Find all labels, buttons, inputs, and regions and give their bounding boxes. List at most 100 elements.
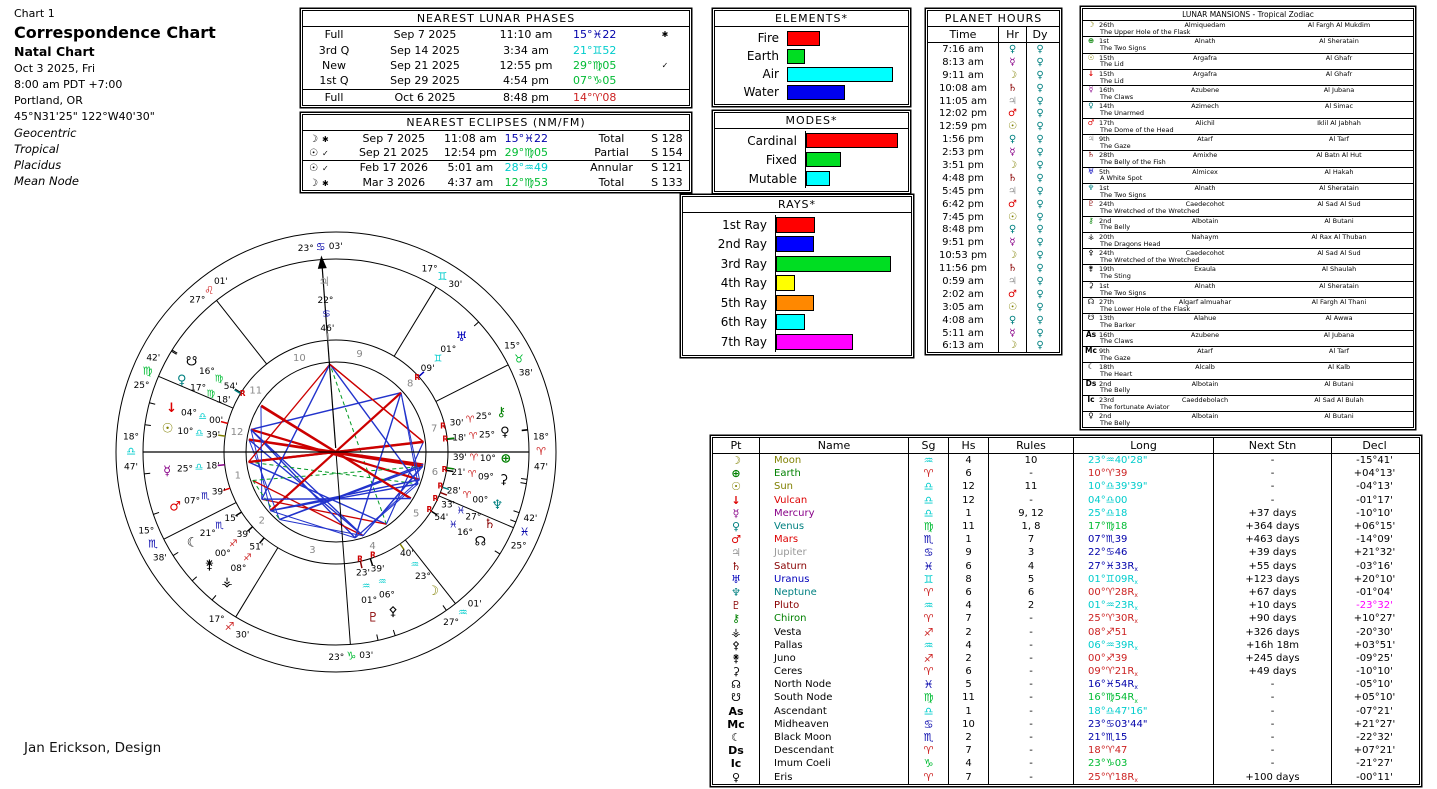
- pluto-icon: ♇: [731, 599, 741, 613]
- midheaven-icon: Mc: [727, 717, 745, 731]
- planet-minute: 00': [209, 416, 223, 426]
- eclipse-saros: S 128: [651, 131, 683, 145]
- virgo-icon: ♍: [207, 388, 216, 399]
- scorpio-icon: ♏: [148, 538, 158, 551]
- hour-time: 10:53 pm: [938, 250, 988, 262]
- planet-degree: 01°: [440, 345, 456, 355]
- planet-hour-row: 0:59 am ♃ ♀: [928, 275, 1059, 288]
- wheel-planet-black_moon: ☾: [187, 536, 199, 551]
- longitude-text: 22°♋46: [1088, 547, 1128, 559]
- sun-icon: ☉: [309, 148, 318, 160]
- north_node-icon: ☊: [1087, 298, 1095, 307]
- rules-value: 7: [988, 533, 1073, 547]
- venus-icon: ♀: [1026, 146, 1053, 160]
- cusp-minute: 38': [153, 553, 167, 563]
- aspect-line: [261, 498, 387, 525]
- planet-tick-outer: [521, 428, 528, 431]
- planet-name: Midheaven: [759, 717, 908, 731]
- mansion-line1: ☊ 27th Algarf almuahar Al Fargh Al Thani: [1083, 298, 1413, 307]
- aspect-line: [250, 429, 364, 537]
- planet-hour-row: 10:53 pm ☽ ♀: [928, 249, 1059, 263]
- vesta-icon: ⚶: [731, 625, 741, 639]
- scorpio-icon: ♏: [908, 730, 948, 745]
- moon-icon: ☽: [731, 454, 741, 468]
- planet-degree: 10°: [177, 427, 193, 437]
- next-station-value: +100 days: [1213, 770, 1331, 784]
- aquarius-icon: ♒: [411, 560, 420, 571]
- aspect-line: [400, 392, 421, 480]
- planet-minute: 54': [434, 513, 448, 523]
- aspect-line: [261, 497, 411, 500]
- bar-label: Air: [762, 67, 779, 81]
- chart-info: Chart 1 Correspondence Chart Natal Chart…: [14, 6, 294, 189]
- planet-name: Black Moon: [759, 730, 908, 745]
- planet-tick: [246, 526, 254, 532]
- eclipse-marker-icon: ✓: [321, 149, 329, 159]
- imum_coeli-icon: Ic: [1087, 395, 1095, 404]
- retrograde-icon: R: [1127, 666, 1135, 678]
- planet-tick: [220, 420, 228, 425]
- elements-chart: ELEMENTS* Fire Earth Air Water: [714, 10, 909, 105]
- pallas-icon: ⚴: [731, 638, 741, 652]
- declination-value: -04°13': [1331, 480, 1417, 494]
- planet-tick-outer: [171, 349, 178, 354]
- mansion-arabic-name: Al Sad Al Bulah: [1314, 395, 1364, 404]
- planet-degree: 16°: [457, 528, 473, 538]
- mansion-row: ⚳ 1st Alnath Al Sheratain The Two Signs: [1083, 282, 1413, 299]
- aries-icon: ♈: [908, 665, 948, 679]
- mansion-meaning: The Two Signs: [1100, 190, 1146, 199]
- mansion-line1: As 16th Azubene Al Jubana: [1083, 331, 1413, 339]
- venus-icon: ♀: [1026, 313, 1053, 327]
- descendant-icon: Ds: [728, 744, 744, 758]
- phase-time: 4:54 pm: [503, 74, 549, 88]
- next-station-value: +364 days: [1213, 519, 1331, 534]
- mansion-name: Alnath: [1194, 37, 1216, 46]
- eclipse-marker-icon: ✓: [321, 164, 329, 174]
- house-cusp-line: [438, 495, 514, 529]
- chart-setting: Placidus: [14, 158, 62, 172]
- cusp-minute: 01': [214, 277, 228, 287]
- hour-time: 8:13 am: [942, 56, 984, 68]
- house-cusp-line: [393, 286, 437, 357]
- planet-tick: [359, 561, 363, 569]
- mansion-line1: ☿ 16th Azubene Al Jubana: [1083, 86, 1413, 95]
- retrograde-sub: x: [1134, 565, 1138, 573]
- phase-position: 14°♈08: [573, 90, 617, 104]
- bar: [776, 216, 815, 233]
- eclipse-position: 28°♒49: [504, 161, 548, 175]
- house-number: 4: [369, 541, 375, 552]
- lunar-phase-row: New Sep 21 2025 12:55 pm 29°♍05 ✓: [303, 58, 689, 73]
- eclipse-position: 29°♍05: [504, 146, 548, 160]
- mansion-name: Azimech: [1191, 102, 1219, 111]
- eris-icon: ♀: [1088, 412, 1094, 421]
- bar: [787, 48, 805, 64]
- chart-setting: Geocentric: [14, 126, 77, 140]
- aspect-line: [250, 429, 356, 539]
- planet-degree: 00°: [472, 495, 488, 505]
- page-title: Correspondence Chart: [14, 23, 216, 42]
- rules-value: 10: [988, 454, 1073, 468]
- planet-hour-row: 6:13 am ☽ ♀: [928, 339, 1059, 353]
- planet-degree: 25°: [177, 465, 193, 475]
- rules-value: -: [988, 665, 1073, 679]
- libra-icon: ♎: [908, 506, 948, 520]
- declination-value: -22°32': [1331, 730, 1417, 745]
- aspect-line: [270, 510, 356, 539]
- longitude-text: 23°♒40'28": [1088, 455, 1148, 467]
- mansion-arabic-name: Al Jubana: [1323, 86, 1355, 95]
- planet-degree: 08°: [230, 564, 246, 574]
- rules-value: -: [988, 770, 1073, 784]
- mansion-line1: ☉ 15th Argafra Al Ghafr: [1083, 54, 1413, 62]
- hour-time: 12:59 pm: [938, 121, 988, 133]
- chart-coords: 45°N31'25" 122°W40'30": [14, 110, 155, 123]
- next-station-value: -: [1213, 691, 1331, 705]
- venus-icon: ♀: [1026, 171, 1053, 185]
- house-value: 4: [948, 454, 988, 468]
- planet-minute: 15': [224, 514, 238, 524]
- house-number: 11: [249, 386, 262, 397]
- planet-hour-row: 4:08 am ♀ ♀: [928, 313, 1059, 327]
- mansion-ordinal: 9th: [1099, 135, 1110, 144]
